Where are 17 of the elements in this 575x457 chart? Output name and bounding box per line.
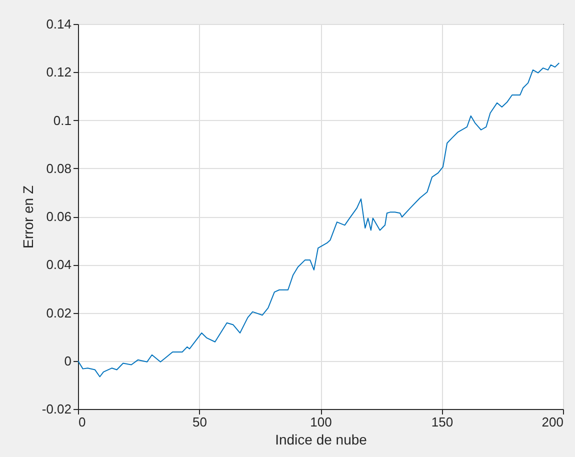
y-tick-label: -0.02 [42,402,72,416]
x-axis-title: Indice de nube [275,432,368,448]
x-tick-label: 150 [431,414,454,430]
x-tick-label: 50 [192,414,207,430]
line-series [78,62,560,378]
y-axis-title: Error en Z [20,185,36,249]
x-tick-label: 100 [310,414,332,430]
y-tick-label: 0.06 [46,209,72,224]
x-tick-label: 0 [78,414,86,430]
y-tick-label: 0.1 [53,112,72,128]
y-tick-label: 0.02 [46,305,72,320]
y-tick-label: 0 [64,353,72,368]
y-tick-label: 0.12 [46,64,72,80]
y-tick-label: 0.08 [46,160,72,176]
y-tick-label: 0.14 [46,16,72,32]
x-tick-label: 200 [542,414,564,430]
y-tick-label: 0.04 [46,257,72,272]
